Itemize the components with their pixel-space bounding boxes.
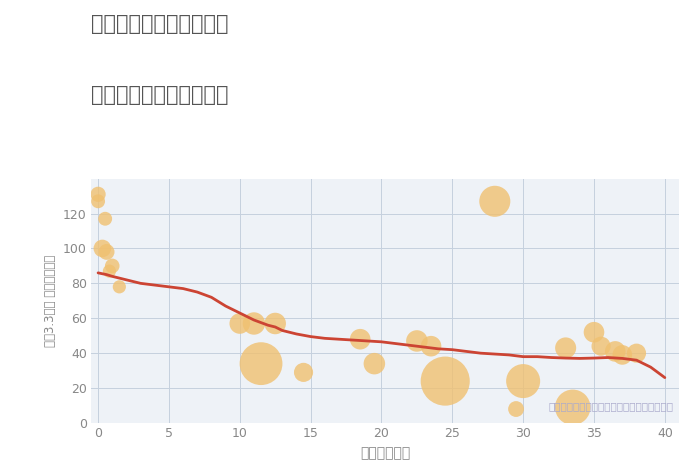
- Point: [355, 336, 366, 343]
- Point: [510, 405, 522, 413]
- Point: [426, 343, 437, 350]
- Point: [298, 368, 309, 376]
- Point: [97, 245, 108, 252]
- Point: [610, 348, 621, 355]
- Text: 円の大きさは、取引のあった物件面積を示す: 円の大きさは、取引のあった物件面積を示す: [548, 401, 673, 411]
- Point: [92, 190, 104, 198]
- Point: [234, 320, 246, 327]
- Point: [589, 329, 600, 336]
- Text: 築年数別中古戸建て価格: 築年数別中古戸建て価格: [91, 85, 228, 105]
- Point: [248, 320, 260, 327]
- Point: [440, 377, 451, 385]
- Point: [113, 283, 125, 290]
- Point: [617, 351, 628, 359]
- Point: [256, 360, 267, 368]
- Point: [489, 197, 500, 205]
- Point: [104, 267, 115, 275]
- Point: [517, 377, 528, 385]
- Point: [99, 215, 111, 222]
- Point: [369, 360, 380, 368]
- Text: 愛知県瀬戸市みずの坂の: 愛知県瀬戸市みずの坂の: [91, 14, 228, 34]
- Point: [631, 349, 642, 357]
- Y-axis label: 坪（3.3㎡） 単価（万円）: 坪（3.3㎡） 単価（万円）: [44, 255, 57, 347]
- Point: [596, 343, 607, 350]
- Point: [101, 248, 112, 256]
- Point: [560, 344, 571, 352]
- Point: [567, 404, 578, 411]
- Point: [106, 262, 118, 270]
- Point: [270, 320, 281, 327]
- Point: [412, 337, 423, 345]
- X-axis label: 築年数（年）: 築年数（年）: [360, 446, 410, 460]
- Point: [92, 197, 104, 205]
